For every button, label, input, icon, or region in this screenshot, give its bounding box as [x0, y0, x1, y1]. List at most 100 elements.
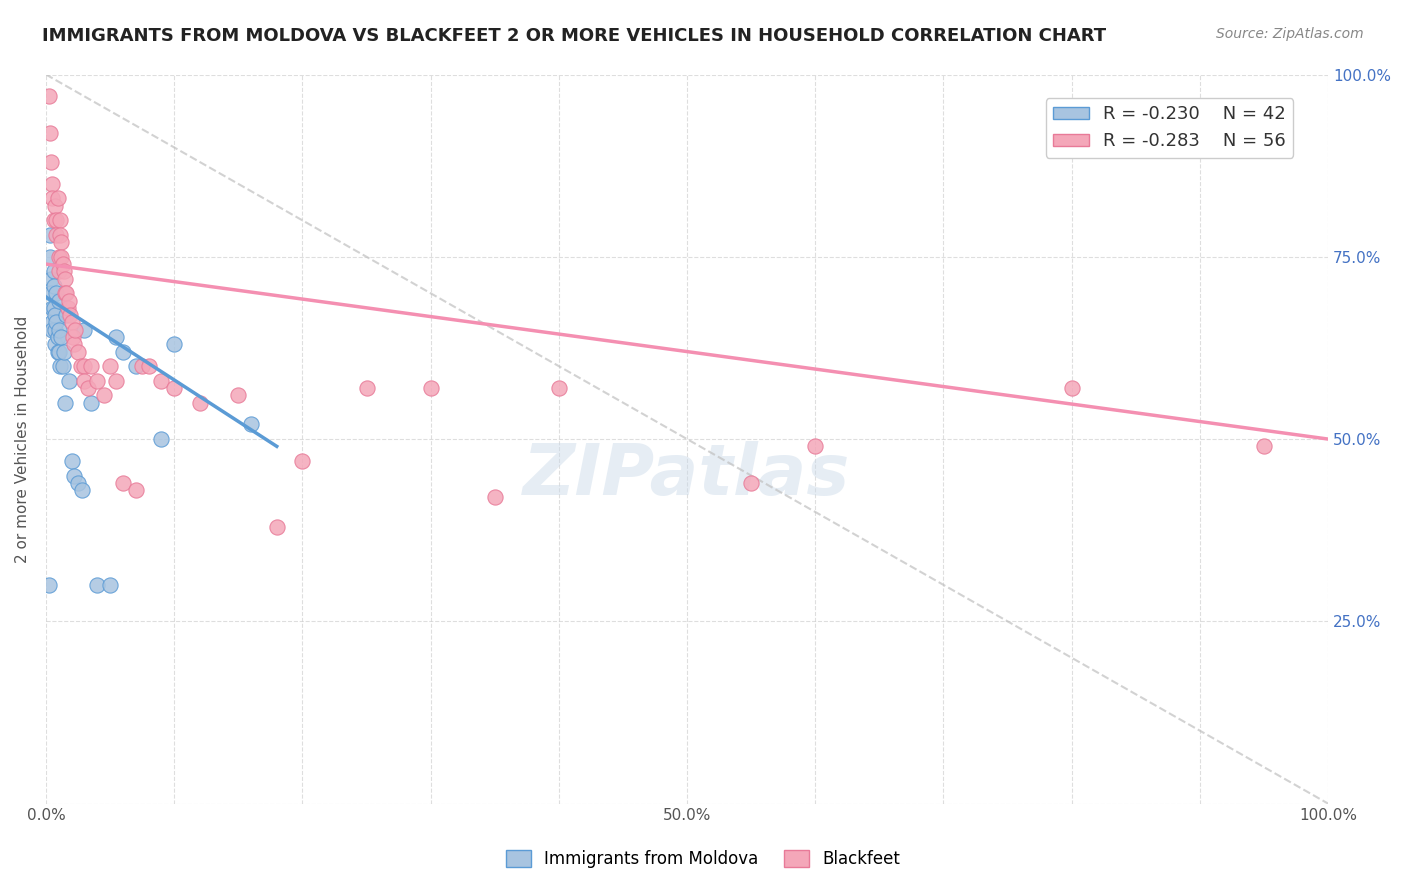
Point [356, 381, 378, 395]
Point [70, 483, 93, 497]
Text: IMMIGRANTS FROM MOLDOVA VS BLACKFEET 2 OR MORE VEHICLES IN HOUSEHOLD CORRELATION: IMMIGRANTS FROM MOLDOVA VS BLACKFEET 2 O… [42, 27, 1107, 45]
Point [53, 395, 76, 409]
Point [42, 264, 65, 278]
Text: Source: ZipAtlas.com: Source: ZipAtlas.com [1216, 27, 1364, 41]
Point [55, 286, 77, 301]
Point [1060, 381, 1083, 395]
Point [86, 578, 108, 592]
Point [39, 155, 62, 169]
Point [45, 213, 67, 227]
Point [60, 454, 83, 468]
Point [111, 344, 134, 359]
Point [44, 199, 66, 213]
Point [804, 439, 827, 453]
Point [125, 483, 148, 497]
Point [51, 330, 73, 344]
Point [419, 381, 441, 395]
Point [59, 308, 82, 322]
Point [163, 381, 186, 395]
Point [105, 374, 128, 388]
Legend: Immigrants from Moldova, Blackfeet: Immigrants from Moldova, Blackfeet [499, 843, 907, 875]
Point [93, 388, 115, 402]
Point [45, 286, 67, 301]
Point [52, 359, 75, 373]
Point [138, 359, 160, 373]
Point [80, 395, 103, 409]
Point [105, 330, 128, 344]
Point [52, 344, 75, 359]
Point [51, 235, 73, 250]
Point [188, 395, 211, 409]
Point [38, 89, 60, 103]
Point [46, 330, 69, 344]
Point [51, 250, 73, 264]
Point [38, 227, 60, 242]
Point [49, 359, 72, 373]
Point [86, 374, 108, 388]
Point [52, 257, 75, 271]
Point [42, 213, 65, 227]
Point [73, 359, 96, 373]
Point [56, 301, 79, 315]
Point [55, 308, 77, 322]
Point [740, 475, 762, 490]
Point [98, 578, 121, 592]
Point [66, 475, 89, 490]
Point [52, 264, 75, 278]
Point [48, 293, 70, 308]
Point [240, 417, 263, 432]
Point [98, 359, 121, 373]
Point [53, 286, 76, 301]
Point [38, 250, 60, 264]
Point [547, 381, 569, 395]
Point [60, 315, 83, 329]
Point [39, 286, 62, 301]
Point [45, 315, 67, 329]
Point [150, 432, 173, 446]
Point [48, 323, 70, 337]
Point [226, 388, 249, 402]
Point [111, 475, 134, 490]
Point [38, 578, 60, 592]
Point [1253, 439, 1275, 453]
Point [291, 454, 314, 468]
Point [73, 323, 96, 337]
Point [65, 323, 87, 337]
Legend: R = -0.230    N = 42, R = -0.283    N = 56: R = -0.230 N = 42, R = -0.283 N = 56 [1046, 98, 1294, 158]
Point [38, 126, 60, 140]
Point [46, 191, 69, 205]
Point [48, 250, 70, 264]
Point [73, 374, 96, 388]
Point [49, 213, 72, 227]
Point [125, 359, 148, 373]
Point [66, 344, 89, 359]
Point [41, 315, 63, 329]
Point [69, 359, 91, 373]
Text: ZIPatlas: ZIPatlas [523, 441, 851, 510]
Point [42, 279, 65, 293]
Point [484, 491, 506, 505]
Point [41, 301, 63, 315]
Point [53, 271, 76, 285]
Point [39, 271, 62, 285]
Y-axis label: 2 or more Vehicles in Household: 2 or more Vehicles in Household [15, 316, 30, 563]
Point [46, 344, 69, 359]
Point [48, 264, 70, 278]
Point [45, 227, 67, 242]
Point [58, 374, 80, 388]
Point [77, 381, 100, 395]
Point [131, 359, 153, 373]
Point [48, 344, 70, 359]
Point [150, 374, 173, 388]
Point [163, 337, 186, 351]
Point [42, 301, 65, 315]
Point [63, 337, 86, 351]
Point [58, 293, 80, 308]
Point [49, 227, 72, 242]
Point [62, 330, 84, 344]
Point [41, 323, 63, 337]
Point [41, 177, 63, 191]
Point [44, 323, 66, 337]
Point [63, 468, 86, 483]
Point [80, 359, 103, 373]
